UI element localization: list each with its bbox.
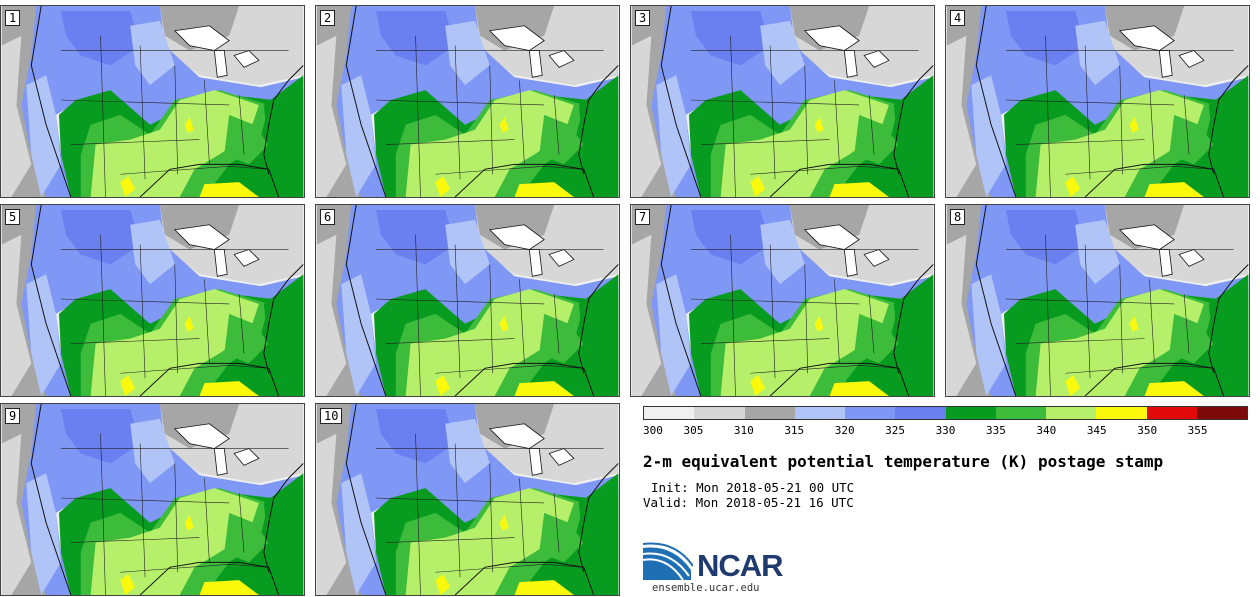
colorbar bbox=[643, 406, 1248, 420]
member-panel-5: 5 bbox=[0, 204, 305, 397]
colorbar-tick-label: 315 bbox=[784, 424, 805, 437]
temperature-map bbox=[946, 205, 1249, 396]
member-panel-3: 3 bbox=[630, 5, 935, 198]
panel-label: 5 bbox=[5, 209, 21, 225]
colorbar-swatch-3 bbox=[794, 407, 845, 419]
colorbar-swatch-0 bbox=[644, 407, 695, 419]
colorbar-tick-label: 345 bbox=[1086, 424, 1107, 437]
temperature-map bbox=[631, 205, 934, 396]
temperature-map bbox=[1, 404, 304, 595]
temperature-map bbox=[316, 6, 619, 197]
panel-label: 6 bbox=[320, 209, 336, 225]
temperature-map bbox=[316, 404, 619, 595]
temperature-map bbox=[946, 6, 1249, 197]
website-url: ensemble.ucar.edu bbox=[652, 582, 760, 594]
member-panel-8: 8 bbox=[945, 204, 1250, 397]
chart-title: 2-m equivalent potential temperature (K)… bbox=[643, 452, 1164, 471]
member-panel-9: 9 bbox=[0, 403, 305, 596]
panel-label: 4 bbox=[950, 10, 966, 26]
panel-label: 8 bbox=[950, 209, 966, 225]
colorbar-tick-label: 350 bbox=[1137, 424, 1158, 437]
colorbar-tick-label: 310 bbox=[733, 424, 754, 437]
panel-label: 10 bbox=[320, 408, 343, 424]
temperature-map bbox=[1, 6, 304, 197]
colorbar-swatch-8 bbox=[1046, 407, 1097, 419]
colorbar-ticks: 300 305 310 315 320 325 330 335 340 345 350 355 bbox=[643, 424, 1248, 438]
colorbar-swatch-7 bbox=[995, 407, 1046, 419]
colorbar-swatch-5 bbox=[895, 407, 946, 419]
colorbar-tick-label: 325 bbox=[885, 424, 906, 437]
colorbar-tick-label: 330 bbox=[935, 424, 956, 437]
colorbar-swatch-6 bbox=[945, 407, 996, 419]
colorbar-swatch-11 bbox=[1196, 407, 1247, 419]
panel-label: 9 bbox=[5, 408, 21, 424]
colorbar-tick-label: 320 bbox=[834, 424, 855, 437]
panel-label: 7 bbox=[635, 209, 651, 225]
panel-label: 2 bbox=[320, 10, 336, 26]
member-panel-10: 10 bbox=[315, 403, 620, 596]
colorbar-tick-label: 335 bbox=[985, 424, 1006, 437]
temperature-map bbox=[316, 205, 619, 396]
colorbar-tick-label: 300 bbox=[643, 424, 663, 437]
colorbar-tick-label: 355 bbox=[1187, 424, 1208, 437]
member-panel-6: 6 bbox=[315, 204, 620, 397]
colorbar-swatch-9 bbox=[1096, 407, 1147, 419]
colorbar-swatch-2 bbox=[744, 407, 795, 419]
colorbar-swatch-4 bbox=[845, 407, 896, 419]
member-panel-4: 4 bbox=[945, 5, 1250, 198]
ncar-logo: NCAR bbox=[643, 540, 793, 590]
panel-label: 3 bbox=[635, 10, 651, 26]
temperature-map bbox=[1, 205, 304, 396]
ncar-logo-text: NCAR bbox=[697, 548, 784, 583]
member-panel-7: 7 bbox=[630, 204, 935, 397]
colorbar-tick-label: 340 bbox=[1036, 424, 1057, 437]
member-panel-1: 1 bbox=[0, 5, 305, 198]
init-time: Init: Mon 2018-05-21 00 UTC bbox=[651, 480, 855, 495]
colorbar-swatch-1 bbox=[694, 407, 745, 419]
temperature-map bbox=[631, 6, 934, 197]
valid-time: Valid: Mon 2018-05-21 16 UTC bbox=[643, 495, 854, 510]
ncar-logo-mark-icon bbox=[643, 540, 693, 580]
member-panel-2: 2 bbox=[315, 5, 620, 198]
colorbar-swatch-10 bbox=[1146, 407, 1197, 419]
colorbar-tick-label: 305 bbox=[683, 424, 704, 437]
panel-label: 1 bbox=[5, 10, 21, 26]
